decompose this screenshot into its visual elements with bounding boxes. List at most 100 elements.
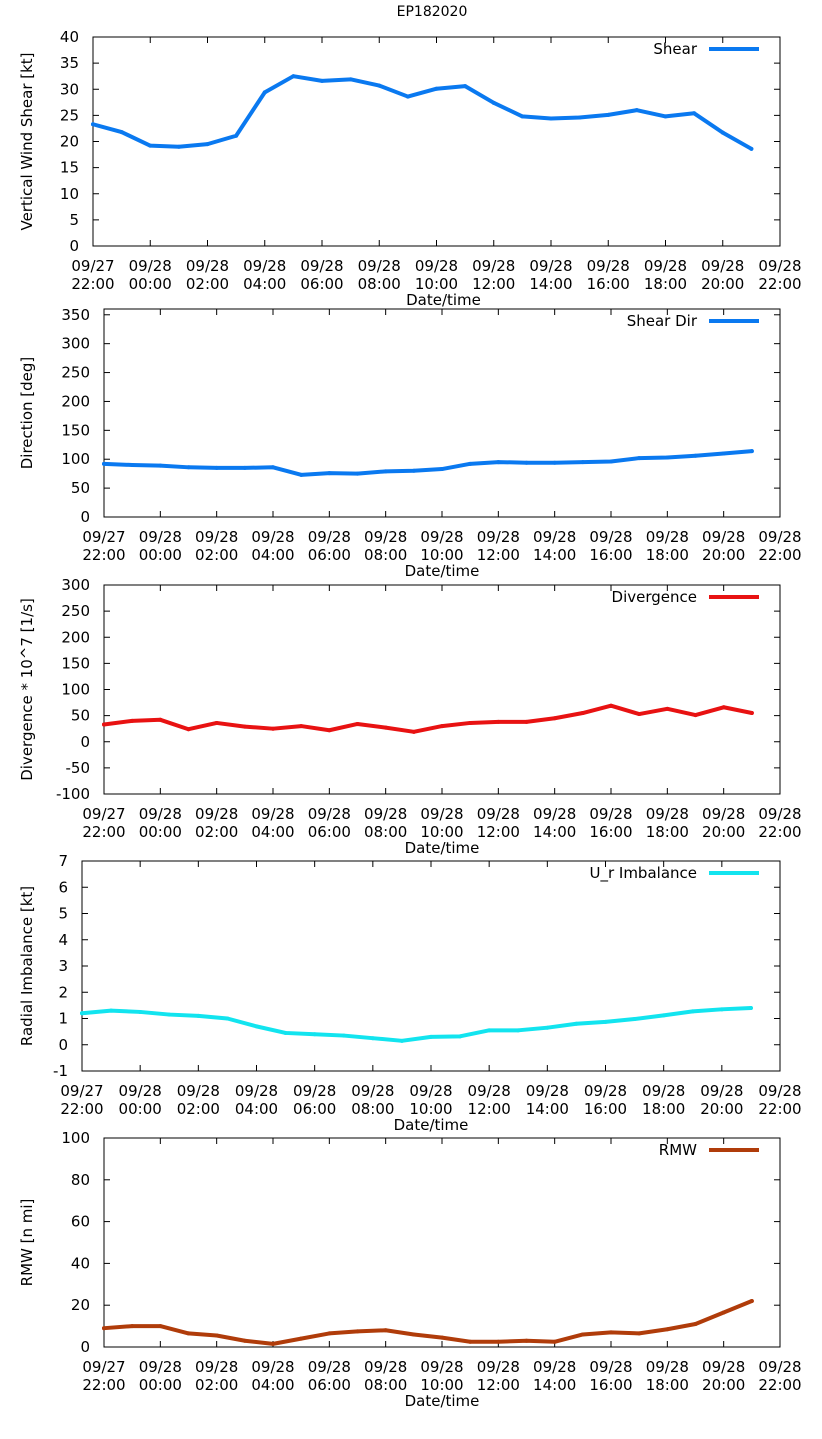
- data-point: [327, 1331, 332, 1336]
- chart-panels: 051015202530354009/2722:0009/2800:0009/2…: [18, 28, 802, 1410]
- x-tick-label-date: 09/27: [71, 257, 114, 275]
- x-tick-label-time: 12:00: [472, 275, 515, 293]
- x-axis-title: Date/time: [405, 562, 480, 580]
- legend-label: RMW: [659, 1141, 697, 1159]
- data-point: [186, 465, 191, 470]
- data-point: [440, 1335, 444, 1340]
- x-tick-label-date: 09/28: [364, 528, 407, 546]
- y-tick-label: 300: [61, 576, 90, 594]
- x-tick-label-date: 09/28: [584, 1082, 627, 1100]
- x-tick-label-time: 02:00: [195, 546, 238, 564]
- y-tick-label: 2: [58, 983, 68, 1001]
- x-tick-label-date: 09/28: [646, 1358, 689, 1376]
- y-tick-label: 80: [71, 1171, 90, 1189]
- y-tick-label: 100: [61, 450, 90, 468]
- y-tick-label: 0: [69, 237, 79, 255]
- x-tick-label-date: 09/28: [243, 257, 286, 275]
- data-point: [692, 111, 697, 116]
- data-point: [496, 460, 501, 465]
- data-point: [663, 114, 668, 119]
- data-point: [254, 1024, 259, 1029]
- data-point: [749, 146, 754, 151]
- data-point: [242, 724, 247, 729]
- x-tick-label-time: 12:00: [468, 1100, 511, 1118]
- data-point: [748, 1006, 753, 1010]
- series-line-rmw: [102, 1299, 754, 1346]
- data-point: [327, 728, 332, 733]
- x-tick-label-date: 09/28: [758, 1082, 801, 1100]
- x-tick-label-time: 18:00: [644, 275, 687, 293]
- data-point: [609, 459, 613, 464]
- x-tick-label-time: 12:00: [477, 1376, 520, 1394]
- data-point: [109, 1008, 114, 1013]
- x-tick-label-time: 18:00: [646, 546, 689, 564]
- data-point: [80, 1011, 84, 1016]
- y-axis-title: Radial Imbalance [kt]: [18, 886, 36, 1046]
- x-tick-label-time: 04:00: [251, 1376, 294, 1394]
- y-tick-label: -1: [53, 1062, 68, 1080]
- data-point: [524, 719, 529, 724]
- x-tick-label-date: 09/28: [477, 528, 520, 546]
- x-axis-title: Date/time: [394, 1116, 469, 1134]
- x-tick-label-time: 18:00: [646, 1376, 689, 1394]
- data-point: [606, 112, 611, 117]
- data-point: [580, 711, 585, 716]
- data-point: [632, 1017, 637, 1022]
- data-point: [205, 142, 210, 147]
- y-tick-label: 350: [61, 306, 90, 324]
- chart-shear_dir: 05010015020025030035009/2722:0009/2800:0…: [18, 306, 802, 580]
- data-point: [138, 1009, 143, 1014]
- x-tick-label-date: 09/28: [587, 257, 630, 275]
- x-tick-label-date: 09/28: [195, 1358, 238, 1376]
- y-tick-label: 6: [58, 878, 68, 896]
- legend-label: Shear: [653, 40, 697, 58]
- data-point: [719, 1007, 724, 1012]
- x-tick-label-time: 22:00: [82, 823, 125, 841]
- x-tick-label-time: 16:00: [589, 823, 632, 841]
- series-line-imbalance: [80, 1006, 753, 1043]
- x-tick-label-time: 20:00: [702, 1376, 745, 1394]
- x-tick-label-date: 09/28: [364, 1358, 407, 1376]
- y-tick-label: 15: [60, 159, 79, 177]
- x-tick-label-date: 09/27: [82, 1358, 125, 1376]
- data-point: [383, 1328, 388, 1333]
- data-point: [577, 115, 582, 120]
- data-point: [411, 1332, 416, 1337]
- x-tick-label-date: 09/28: [526, 1082, 569, 1100]
- data-point: [299, 472, 304, 477]
- data-point: [661, 1013, 666, 1018]
- data-point: [262, 90, 267, 95]
- x-tick-label-date: 09/28: [308, 805, 351, 823]
- data-point: [355, 721, 360, 726]
- x-tick-label-time: 02:00: [177, 1100, 220, 1118]
- x-tick-label-date: 09/28: [415, 257, 458, 275]
- x-tick-label-date: 09/28: [235, 1082, 278, 1100]
- data-point: [119, 130, 124, 135]
- y-tick-label: 50: [71, 707, 90, 725]
- data-point: [580, 1332, 585, 1337]
- x-tick-label-time: 22:00: [82, 1376, 125, 1394]
- data-point: [167, 1012, 172, 1017]
- x-tick-label-date: 09/28: [702, 805, 745, 823]
- x-tick-label-date: 09/28: [468, 1082, 511, 1100]
- chart-imbalance: -10123456709/2722:0009/2800:0009/2802:00…: [18, 852, 802, 1134]
- x-tick-label-time: 06:00: [308, 823, 351, 841]
- x-tick-label-time: 04:00: [251, 823, 294, 841]
- x-tick-label-date: 09/27: [60, 1082, 103, 1100]
- data-point: [552, 460, 557, 465]
- x-tick-label-time: 02:00: [186, 275, 229, 293]
- data-point: [749, 1299, 754, 1304]
- x-tick-label-time: 20:00: [702, 546, 745, 564]
- x-tick-label-time: 04:00: [251, 546, 294, 564]
- x-tick-label-time: 06:00: [308, 1376, 351, 1394]
- data-point: [214, 720, 219, 725]
- x-tick-label-date: 09/28: [186, 257, 229, 275]
- x-tick-label-date: 09/28: [644, 257, 687, 275]
- x-tick-label-time: 16:00: [587, 275, 630, 293]
- x-tick-label-date: 09/28: [420, 1358, 463, 1376]
- data-point: [91, 122, 95, 127]
- plot-frame: [103, 1137, 781, 1348]
- data-point: [524, 460, 529, 465]
- y-tick-label: -100: [56, 785, 90, 803]
